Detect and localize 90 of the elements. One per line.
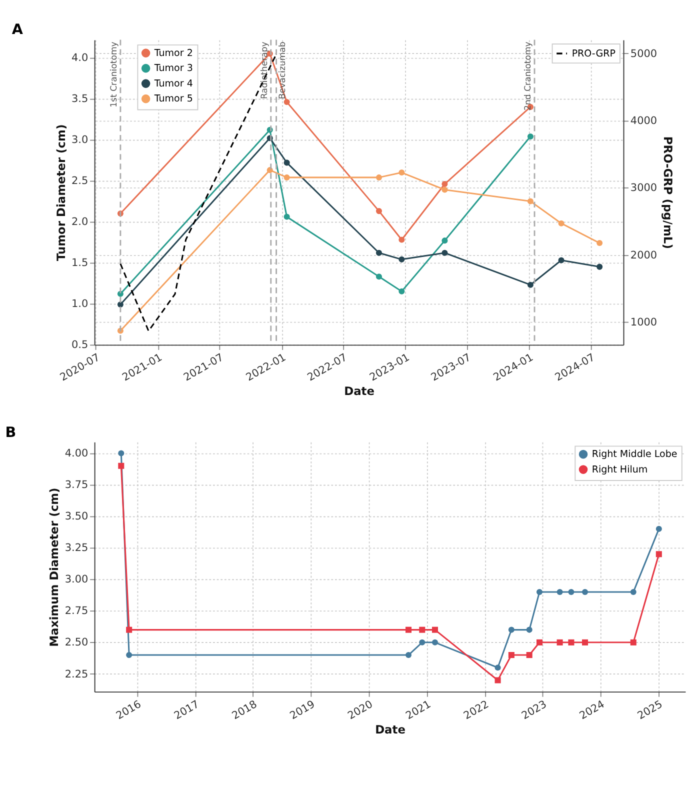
- y2-tick-label: 4000: [630, 115, 658, 128]
- point: [398, 236, 405, 243]
- point: [568, 639, 574, 646]
- legend-label: Right Middle Lobe: [592, 449, 678, 460]
- ref-line-label: Bevacizumab: [278, 42, 288, 100]
- point: [126, 626, 132, 633]
- y-tick-label: 2.50: [64, 636, 88, 649]
- point: [419, 626, 426, 633]
- point: [630, 639, 636, 646]
- legend-label: Tumor 3: [153, 63, 193, 74]
- y-tick-label: 3.5: [72, 93, 88, 106]
- legend-label: Tumor 4: [153, 78, 193, 90]
- point: [432, 639, 438, 646]
- point: [527, 133, 534, 140]
- ref-line-label: Radiotherapy: [260, 42, 270, 100]
- y-tick-label: 4.00: [64, 448, 88, 460]
- point: [558, 220, 564, 226]
- point: [376, 274, 382, 280]
- point: [630, 588, 636, 595]
- y-tick-label: 1.5: [72, 257, 88, 270]
- point: [527, 198, 534, 204]
- point: [536, 588, 543, 595]
- point: [656, 526, 662, 532]
- point: [582, 639, 588, 646]
- point: [405, 652, 412, 658]
- y2-tick-label: 3000: [630, 182, 658, 194]
- point: [508, 626, 514, 633]
- ref-line-label: 1st Craniotomy: [110, 42, 120, 108]
- y-tick-label: 3.0: [72, 134, 88, 146]
- point: [284, 174, 290, 180]
- y-tick-label: 1.0: [72, 298, 88, 310]
- legend-label: Right Hilum: [592, 464, 648, 476]
- point: [596, 240, 603, 246]
- point: [126, 652, 132, 658]
- legend-label: PRO-GRP: [572, 48, 616, 60]
- point: [568, 588, 574, 595]
- y-tick-label: 2.5: [72, 175, 88, 188]
- y-tick-label: 3.75: [64, 479, 88, 492]
- point: [284, 214, 290, 220]
- y-tick-label: 3.00: [64, 574, 88, 586]
- point: [284, 160, 290, 166]
- ref-line-label: 2nd Craniotomy: [524, 42, 534, 110]
- point: [442, 250, 448, 256]
- y2-tick-label: 2000: [630, 249, 658, 262]
- point: [376, 174, 382, 180]
- chart-title: B: [5, 425, 16, 442]
- y2-axis-title: PRO-GRP (pg/mL): [660, 136, 675, 249]
- legend-label: Tumor 2: [153, 48, 193, 59]
- point: [405, 626, 412, 633]
- y-tick-label: 2.75: [64, 605, 88, 618]
- point: [536, 639, 543, 646]
- point: [582, 588, 588, 595]
- point: [656, 551, 662, 558]
- point: [398, 256, 405, 262]
- point: [432, 626, 438, 633]
- point: [494, 664, 501, 671]
- point: [596, 264, 603, 270]
- point: [508, 652, 514, 658]
- legend-label: Tumor 5: [153, 94, 193, 105]
- point: [398, 288, 405, 294]
- y2-tick-label: 5000: [630, 48, 658, 60]
- point: [558, 257, 564, 264]
- point: [118, 462, 124, 469]
- point: [118, 450, 124, 456]
- y-tick-label: 3.50: [64, 510, 88, 523]
- y-axis-title: Tumor Diameter (cm): [54, 124, 68, 262]
- point: [398, 170, 405, 176]
- point: [526, 626, 532, 633]
- y-tick-label: 2.25: [64, 668, 88, 680]
- point: [284, 99, 290, 106]
- point: [376, 250, 382, 256]
- point: [556, 588, 563, 595]
- point: [376, 208, 382, 214]
- point: [419, 639, 426, 646]
- y-tick-label: 2.0: [72, 216, 88, 228]
- y2-tick-label: 1000: [630, 316, 658, 329]
- chart-title: A: [12, 22, 23, 38]
- x-axis-title: Date: [375, 722, 406, 737]
- point: [442, 238, 448, 244]
- point: [442, 186, 448, 193]
- point: [556, 639, 563, 646]
- point: [442, 181, 448, 188]
- y-tick-label: 3.25: [64, 542, 88, 554]
- y-tick-label: 4.0: [72, 52, 88, 64]
- point: [527, 282, 534, 288]
- point: [526, 652, 532, 658]
- y-axis-title: Maximum Diameter (cm): [47, 488, 62, 647]
- y-tick-label: 0.5: [72, 339, 88, 352]
- x-axis-title: Date: [344, 384, 375, 398]
- point: [494, 677, 501, 684]
